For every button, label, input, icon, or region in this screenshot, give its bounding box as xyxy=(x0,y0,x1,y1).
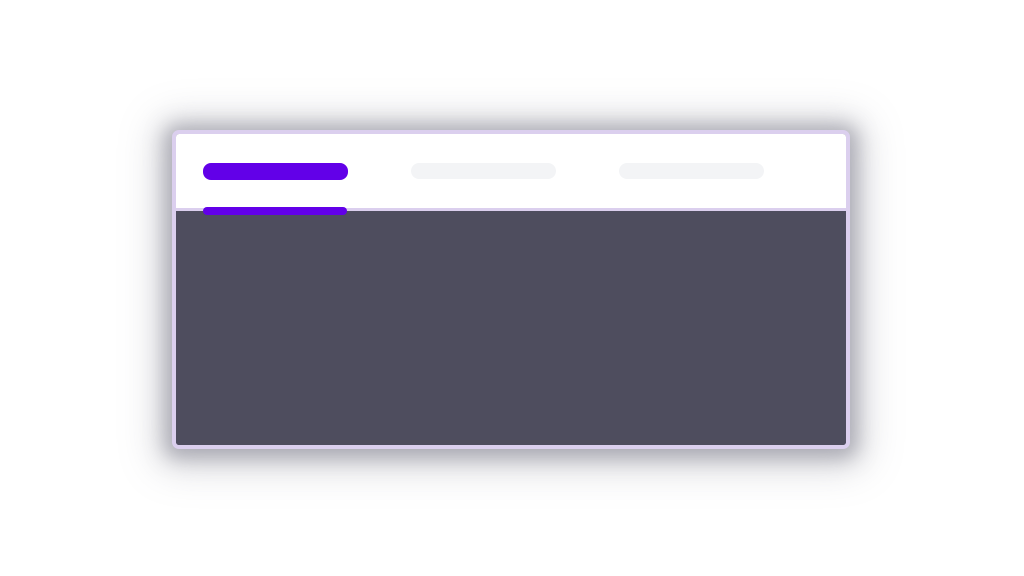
tab-skeleton-3[interactable] xyxy=(619,134,764,208)
content-panel xyxy=(176,211,846,445)
tab-skeleton-1[interactable] xyxy=(203,134,348,215)
tab-label-placeholder-bar xyxy=(411,163,556,179)
tab-bar xyxy=(176,134,846,215)
tab-skeleton-2[interactable] xyxy=(411,134,556,208)
tab-label-placeholder-bar xyxy=(619,163,764,179)
app-window xyxy=(172,130,850,449)
tab-label-placeholder-bar xyxy=(203,162,348,180)
